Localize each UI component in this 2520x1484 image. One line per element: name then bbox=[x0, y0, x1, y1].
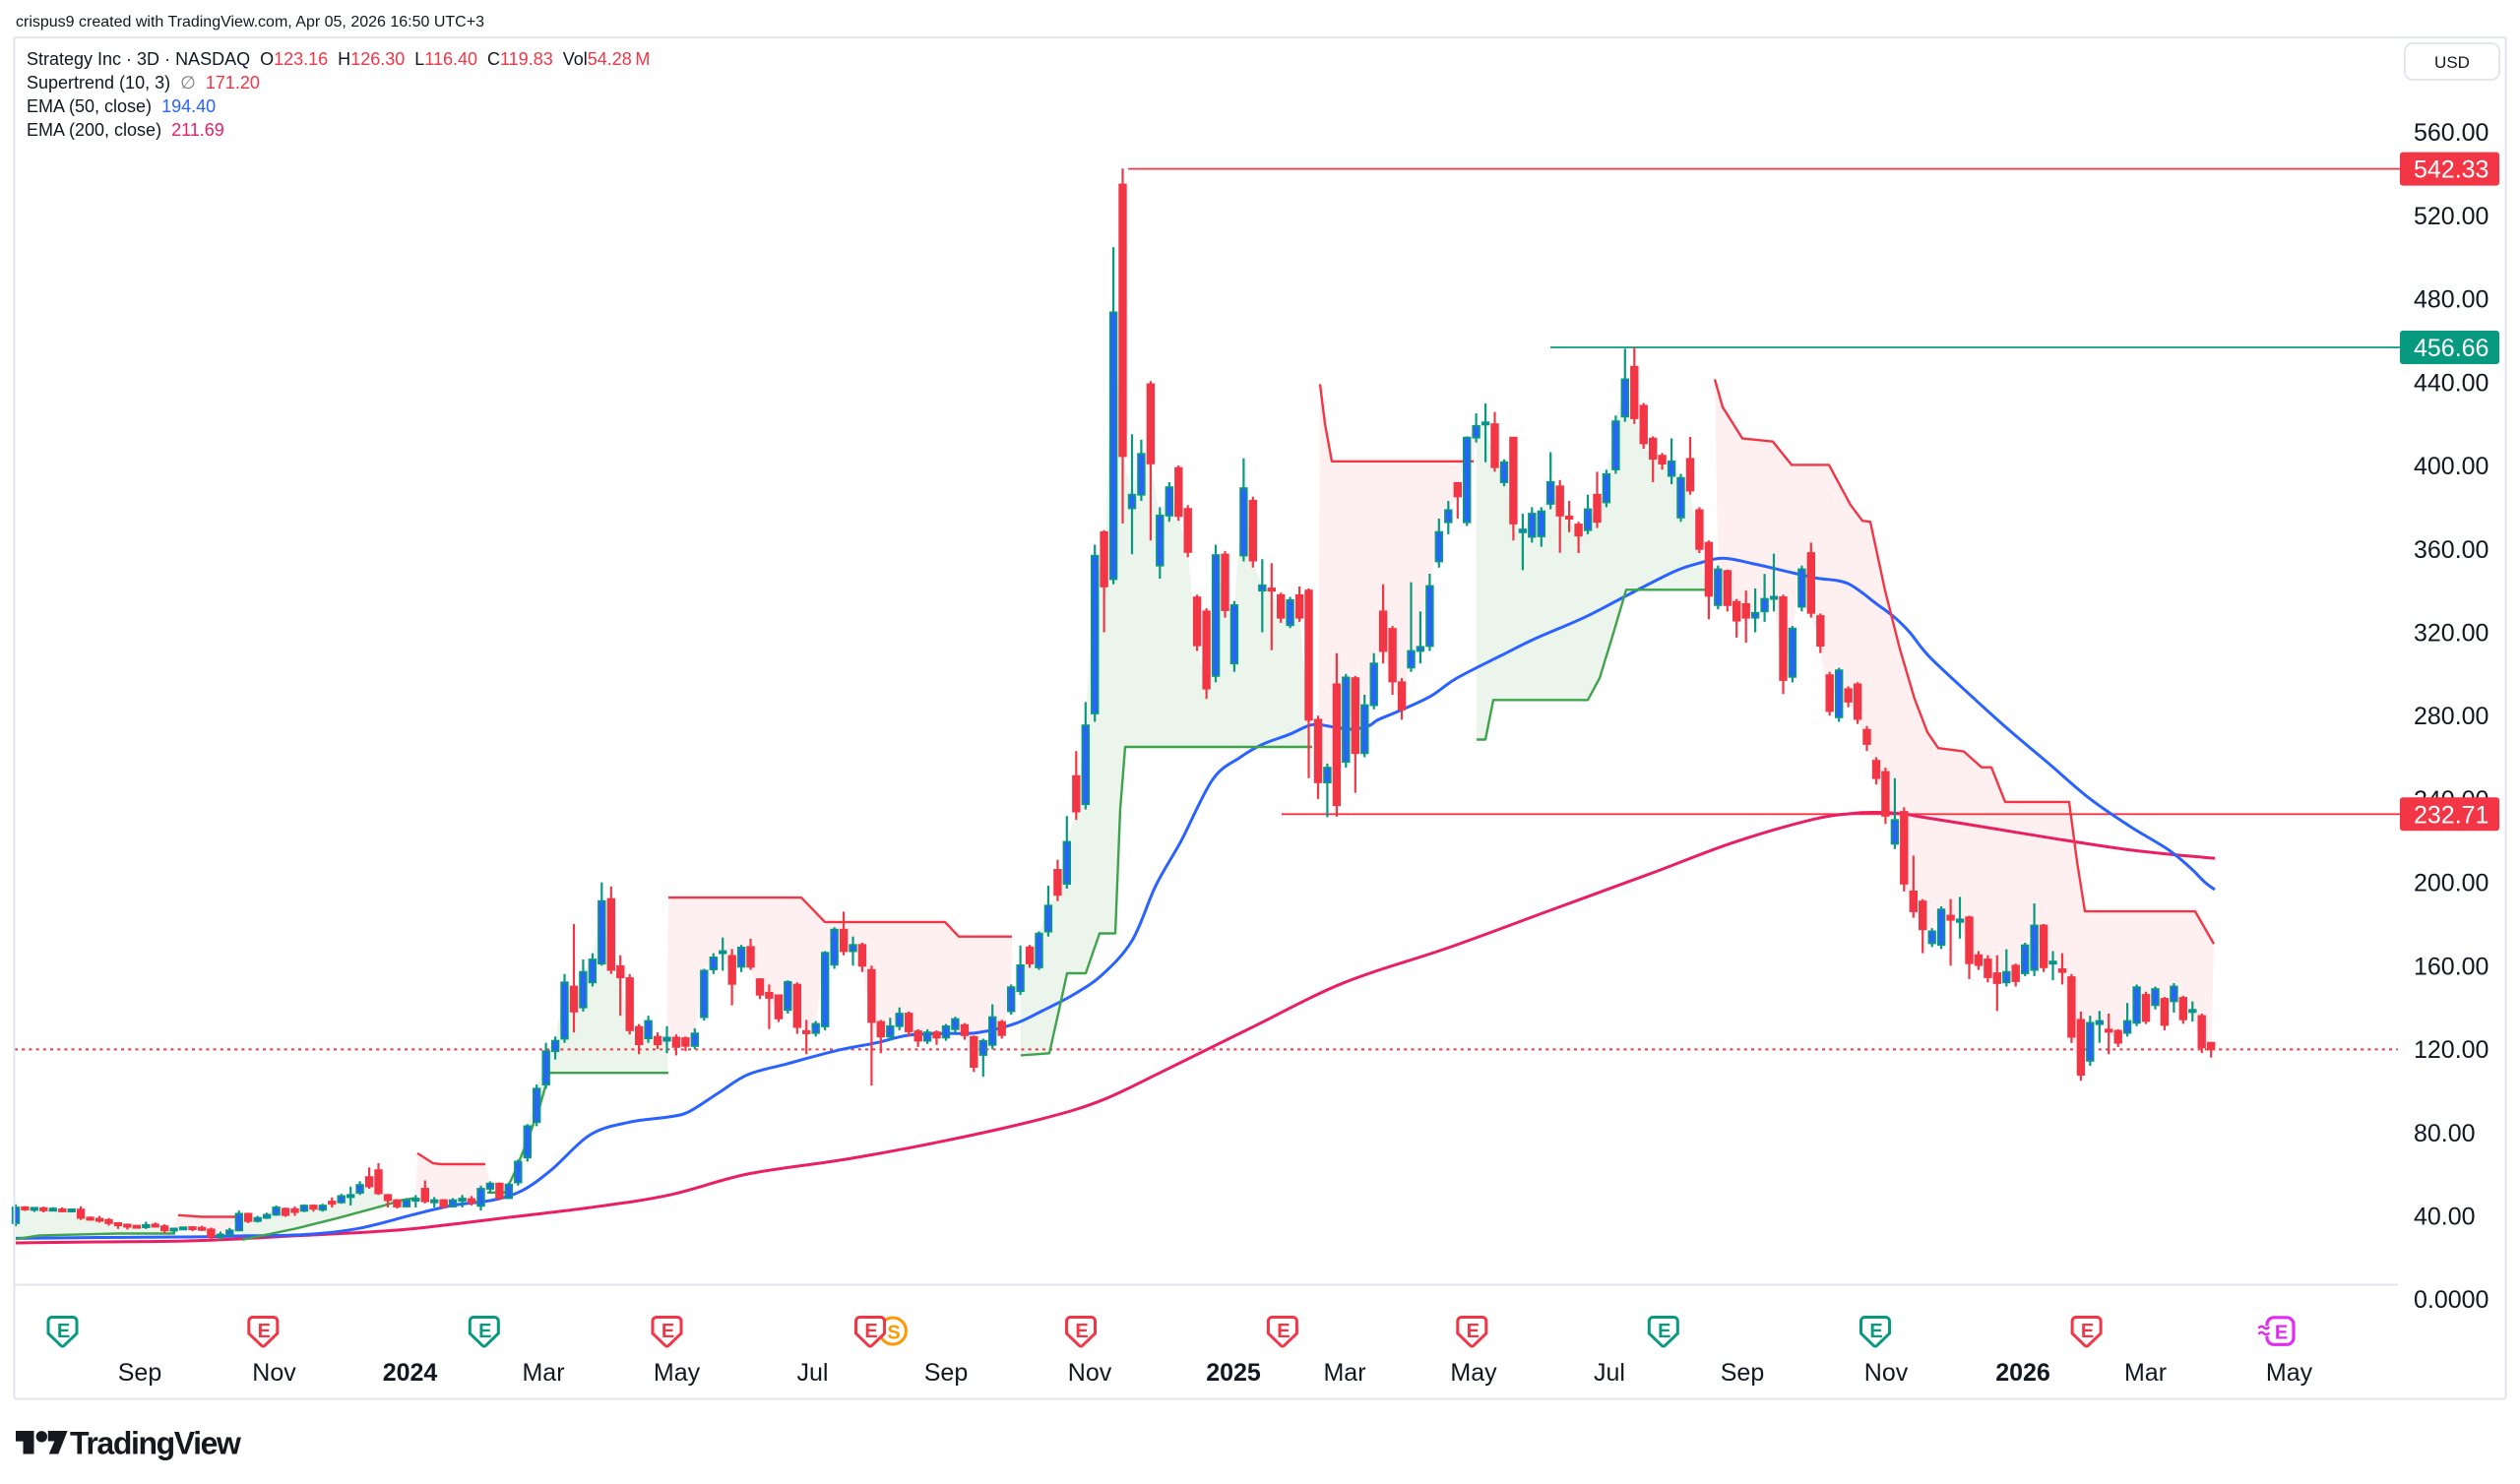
svg-text:TradingView: TradingView bbox=[70, 1426, 241, 1461]
svg-text:320.00: 320.00 bbox=[2414, 620, 2488, 648]
svg-text:80.00: 80.00 bbox=[2414, 1120, 2476, 1147]
svg-text:Mar: Mar bbox=[2124, 1359, 2167, 1387]
svg-text:280.00: 280.00 bbox=[2414, 703, 2488, 730]
svg-text:E: E bbox=[1075, 1321, 1088, 1342]
svg-text:542.33: 542.33 bbox=[2414, 156, 2488, 184]
svg-text:USD: USD bbox=[2434, 53, 2470, 72]
svg-text:Nov: Nov bbox=[1864, 1359, 1909, 1387]
svg-text:crispus9 created with TradingV: crispus9 created with TradingView.com, A… bbox=[16, 14, 484, 31]
svg-text:Nov: Nov bbox=[252, 1359, 296, 1387]
svg-text:E: E bbox=[662, 1321, 674, 1342]
svg-text:456.66: 456.66 bbox=[2414, 335, 2488, 362]
svg-text:520.00: 520.00 bbox=[2414, 203, 2488, 230]
svg-text:Strategy Inc · 3D · NASDAQ O1: Strategy Inc · 3D · NASDAQ O123.16 H126.… bbox=[27, 49, 650, 69]
svg-text:560.00: 560.00 bbox=[2414, 119, 2488, 147]
svg-text:E: E bbox=[258, 1321, 271, 1342]
svg-text:E: E bbox=[1869, 1321, 1882, 1342]
svg-text:E: E bbox=[57, 1321, 70, 1342]
svg-text:Mar: Mar bbox=[1323, 1359, 1365, 1387]
svg-text:480.00: 480.00 bbox=[2414, 286, 2488, 314]
svg-text:120.00: 120.00 bbox=[2414, 1036, 2488, 1064]
svg-text:EMA (50, close) 194.40: EMA (50, close) 194.40 bbox=[27, 96, 216, 116]
svg-text:200.00: 200.00 bbox=[2414, 870, 2488, 897]
svg-text:0.0000: 0.0000 bbox=[2414, 1286, 2488, 1314]
svg-text:40.00: 40.00 bbox=[2414, 1204, 2476, 1231]
svg-text:2024: 2024 bbox=[383, 1359, 438, 1387]
svg-text:400.00: 400.00 bbox=[2414, 453, 2488, 480]
svg-text:May: May bbox=[1450, 1359, 1497, 1387]
svg-text:May: May bbox=[2266, 1359, 2313, 1387]
svg-text:E: E bbox=[1467, 1321, 1480, 1342]
svg-text:EMA (200, close) 211.69: EMA (200, close) 211.69 bbox=[27, 120, 224, 140]
svg-text:440.00: 440.00 bbox=[2414, 369, 2488, 397]
svg-text:E: E bbox=[478, 1321, 491, 1342]
svg-text:Supertrend (10, 3) ∅ 171.20: Supertrend (10, 3) ∅ 171.20 bbox=[27, 73, 260, 93]
svg-text:Nov: Nov bbox=[1068, 1359, 1112, 1387]
svg-text:360.00: 360.00 bbox=[2414, 536, 2488, 564]
svg-text:Jul: Jul bbox=[1594, 1359, 1625, 1387]
svg-text:Sep: Sep bbox=[1721, 1359, 1764, 1387]
svg-text:E: E bbox=[1277, 1321, 1290, 1342]
svg-text:Sep: Sep bbox=[118, 1359, 161, 1387]
svg-text:E: E bbox=[2081, 1321, 2094, 1342]
svg-text:E: E bbox=[2275, 1322, 2288, 1343]
svg-text:May: May bbox=[654, 1359, 701, 1387]
svg-text:2026: 2026 bbox=[1995, 1359, 2050, 1387]
svg-text:Mar: Mar bbox=[522, 1359, 564, 1387]
svg-text:E: E bbox=[1658, 1321, 1670, 1342]
svg-text:2025: 2025 bbox=[1206, 1359, 1261, 1387]
svg-text:Jul: Jul bbox=[797, 1359, 829, 1387]
svg-text:E: E bbox=[864, 1321, 877, 1342]
svg-text:S: S bbox=[887, 1323, 900, 1344]
svg-text:Sep: Sep bbox=[924, 1359, 968, 1387]
svg-text:232.71: 232.71 bbox=[2414, 801, 2488, 829]
svg-text:160.00: 160.00 bbox=[2414, 953, 2488, 980]
